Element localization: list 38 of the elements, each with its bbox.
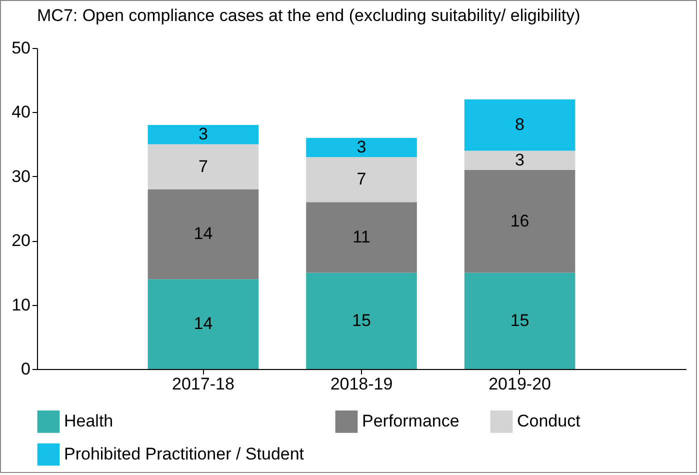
bar <box>148 125 259 144</box>
data-label: 3 <box>515 150 525 170</box>
data-label: 15 <box>352 310 371 330</box>
bar <box>464 99 576 151</box>
y-tick-label: 0 <box>21 360 30 378</box>
bar <box>148 189 259 280</box>
bar <box>464 170 576 273</box>
data-label: 8 <box>515 115 525 134</box>
y-tick-label: 40 <box>12 102 30 122</box>
data-label: 3 <box>198 124 208 144</box>
bar <box>148 144 259 190</box>
bar <box>148 279 259 369</box>
data-label: 3 <box>356 138 366 157</box>
data-label: 14 <box>194 224 213 244</box>
x-tick-label: 2017-18 <box>172 374 234 394</box>
x-tick-label: 2019-20 <box>488 374 551 394</box>
data-label: 14 <box>194 314 213 334</box>
bar <box>306 272 417 369</box>
data-label: 15 <box>510 310 530 330</box>
data-label: 16 <box>510 211 530 230</box>
bar <box>306 138 417 158</box>
chart-title: MC7: Open compliance cases at the end (excluding suitability/ eligibility) <box>37 6 580 25</box>
bar <box>306 202 417 273</box>
y-tick-label: 10 <box>12 295 30 314</box>
y-tick-label: 30 <box>12 166 30 186</box>
bar <box>464 150 576 170</box>
data-label: 7 <box>198 156 208 176</box>
legend-label: Prohibited Practitioner / Student <box>64 444 304 464</box>
data-label: 11 <box>352 227 370 246</box>
legend-label: Health <box>64 412 114 431</box>
y-tick-label: 20 <box>12 231 30 250</box>
x-tick-label: 2018-19 <box>330 374 393 394</box>
bar <box>464 272 576 369</box>
data-label: 7 <box>356 170 366 189</box>
y-tick-label: 50 <box>12 38 30 58</box>
legend-label: Performance <box>362 412 460 431</box>
legend-label: Conduct <box>517 412 581 431</box>
bar <box>306 157 417 202</box>
